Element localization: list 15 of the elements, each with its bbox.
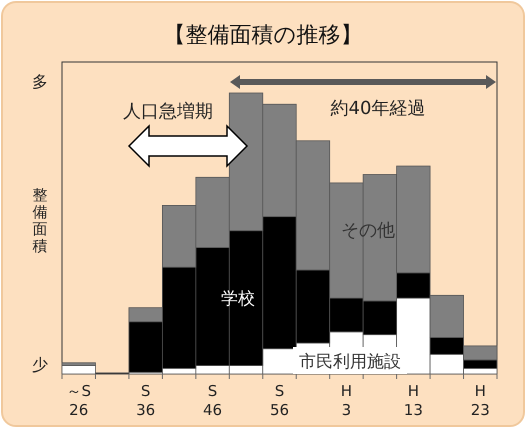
x-tick-label: H 23 bbox=[470, 382, 490, 419]
x-tick-label: ～S 26 bbox=[66, 382, 91, 419]
x-tick-label: H 3 bbox=[340, 382, 352, 419]
chart-title: 【整備面積の推移】 bbox=[164, 23, 362, 48]
x-tick-label: H 13 bbox=[404, 382, 423, 419]
annotation: 人口急増期 bbox=[123, 101, 213, 122]
text: 少 bbox=[32, 355, 48, 374]
series-label: その他 bbox=[341, 220, 395, 241]
text: 多 bbox=[32, 72, 48, 91]
x-tick-label: S 46 bbox=[203, 382, 222, 419]
y-axis-title: 整備面積 bbox=[32, 186, 48, 255]
series-label: 学校 bbox=[221, 289, 255, 309]
annotation: 約40年経過 bbox=[330, 98, 426, 119]
x-tick-label: S 56 bbox=[270, 382, 290, 419]
x-tick-label: S 36 bbox=[136, 382, 156, 419]
